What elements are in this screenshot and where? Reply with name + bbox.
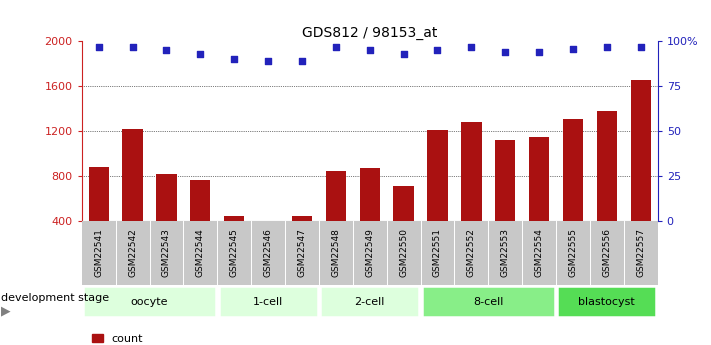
Bar: [495, 140, 515, 221]
Point: [500, 49, 511, 55]
Text: GSM22557: GSM22557: [636, 228, 646, 277]
Point: [398, 51, 410, 57]
Point: [533, 49, 545, 55]
Legend: count, percentile rank within the sample: count, percentile rank within the sample: [87, 329, 304, 345]
Bar: [292, 216, 312, 221]
Text: GSM22548: GSM22548: [331, 228, 341, 277]
Point: [567, 46, 579, 51]
Bar: [122, 129, 143, 221]
Point: [228, 57, 240, 62]
Point: [195, 51, 206, 57]
Text: GSM22543: GSM22543: [162, 228, 171, 277]
Text: GSM22542: GSM22542: [128, 228, 137, 277]
Title: GDS812 / 98153_at: GDS812 / 98153_at: [302, 26, 437, 40]
Point: [296, 58, 308, 64]
FancyBboxPatch shape: [557, 286, 656, 317]
Text: GSM22551: GSM22551: [433, 228, 442, 277]
Text: GSM22546: GSM22546: [264, 228, 272, 277]
Text: oocyte: oocyte: [131, 297, 169, 307]
Text: GSM22549: GSM22549: [365, 228, 374, 277]
Bar: [597, 111, 617, 221]
Text: development stage: development stage: [1, 294, 109, 303]
Bar: [427, 130, 448, 221]
Bar: [461, 122, 481, 221]
Point: [466, 44, 477, 50]
Text: 8-cell: 8-cell: [473, 297, 503, 307]
Point: [161, 48, 172, 53]
Text: ▶: ▶: [1, 304, 11, 317]
Text: GSM22554: GSM22554: [535, 228, 544, 277]
Point: [262, 58, 274, 64]
FancyBboxPatch shape: [218, 286, 318, 317]
Text: blastocyst: blastocyst: [579, 297, 635, 307]
Text: 2-cell: 2-cell: [355, 297, 385, 307]
Bar: [156, 174, 176, 221]
Bar: [190, 180, 210, 221]
Bar: [360, 168, 380, 221]
Text: GSM22552: GSM22552: [467, 228, 476, 277]
Point: [127, 44, 138, 50]
Text: GSM22555: GSM22555: [569, 228, 577, 277]
FancyBboxPatch shape: [83, 286, 216, 317]
Text: GSM22556: GSM22556: [602, 228, 611, 277]
Bar: [326, 171, 346, 221]
Bar: [563, 119, 583, 221]
Text: GSM22550: GSM22550: [399, 228, 408, 277]
Text: 1-cell: 1-cell: [253, 297, 283, 307]
Text: GSM22545: GSM22545: [230, 228, 239, 277]
Bar: [224, 216, 245, 221]
Bar: [631, 79, 651, 221]
Bar: [258, 221, 278, 222]
Bar: [529, 137, 550, 221]
Text: GSM22547: GSM22547: [297, 228, 306, 277]
Text: GSM22541: GSM22541: [94, 228, 103, 277]
Point: [330, 44, 341, 50]
Text: GSM22544: GSM22544: [196, 228, 205, 277]
Bar: [393, 186, 414, 221]
FancyBboxPatch shape: [422, 286, 555, 317]
Point: [635, 44, 646, 50]
Point: [364, 48, 375, 53]
Point: [602, 44, 613, 50]
FancyBboxPatch shape: [320, 286, 419, 317]
Point: [93, 44, 105, 50]
Text: GSM22553: GSM22553: [501, 228, 510, 277]
Bar: [89, 167, 109, 221]
Point: [432, 48, 443, 53]
